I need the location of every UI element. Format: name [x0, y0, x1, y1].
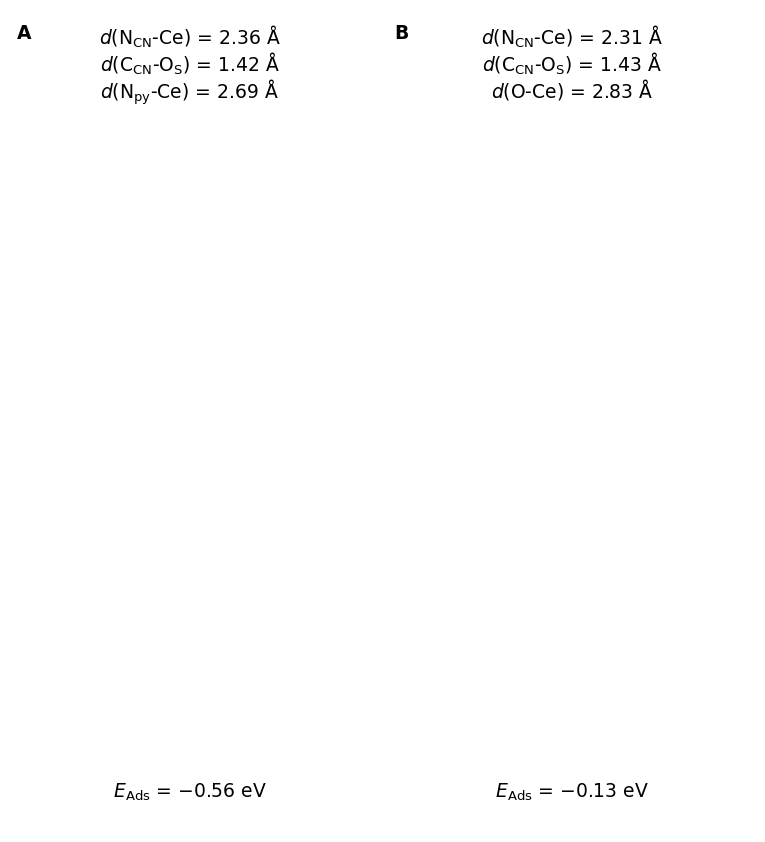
Text: $\it{d}$(C$_{\mathregular{CN}}$-O$_{\mathregular{S}}$) = 1.42 Å: $\it{d}$(C$_{\mathregular{CN}}$-O$_{\mat…	[99, 51, 280, 77]
Text: $\it{E}$$_{\mathregular{Ads}}$ = −0.13 eV: $\it{E}$$_{\mathregular{Ads}}$ = −0.13 e…	[495, 781, 649, 802]
Text: $\it{d}$(N$_{\mathregular{CN}}$-Ce) = 2.31 Å: $\it{d}$(N$_{\mathregular{CN}}$-Ce) = 2.…	[481, 24, 663, 50]
Text: $\it{d}$(N$_{\mathregular{py}}$-Ce) = 2.69 Å: $\it{d}$(N$_{\mathregular{py}}$-Ce) = 2.…	[100, 77, 279, 107]
Text: $\it{E}$$_{\mathregular{Ads}}$ = −0.56 eV: $\it{E}$$_{\mathregular{Ads}}$ = −0.56 e…	[112, 781, 267, 802]
Text: $\it{d}$(O-Ce) = 2.83 Å: $\it{d}$(O-Ce) = 2.83 Å	[491, 77, 653, 103]
Text: B: B	[394, 24, 409, 43]
Text: A: A	[17, 24, 31, 43]
Text: $\it{d}$(C$_{\mathregular{CN}}$-O$_{\mathregular{S}}$) = 1.43 Å: $\it{d}$(C$_{\mathregular{CN}}$-O$_{\mat…	[482, 51, 662, 77]
Text: $\it{d}$(N$_{\mathregular{CN}}$-Ce) = 2.36 Å: $\it{d}$(N$_{\mathregular{CN}}$-Ce) = 2.…	[99, 24, 281, 50]
